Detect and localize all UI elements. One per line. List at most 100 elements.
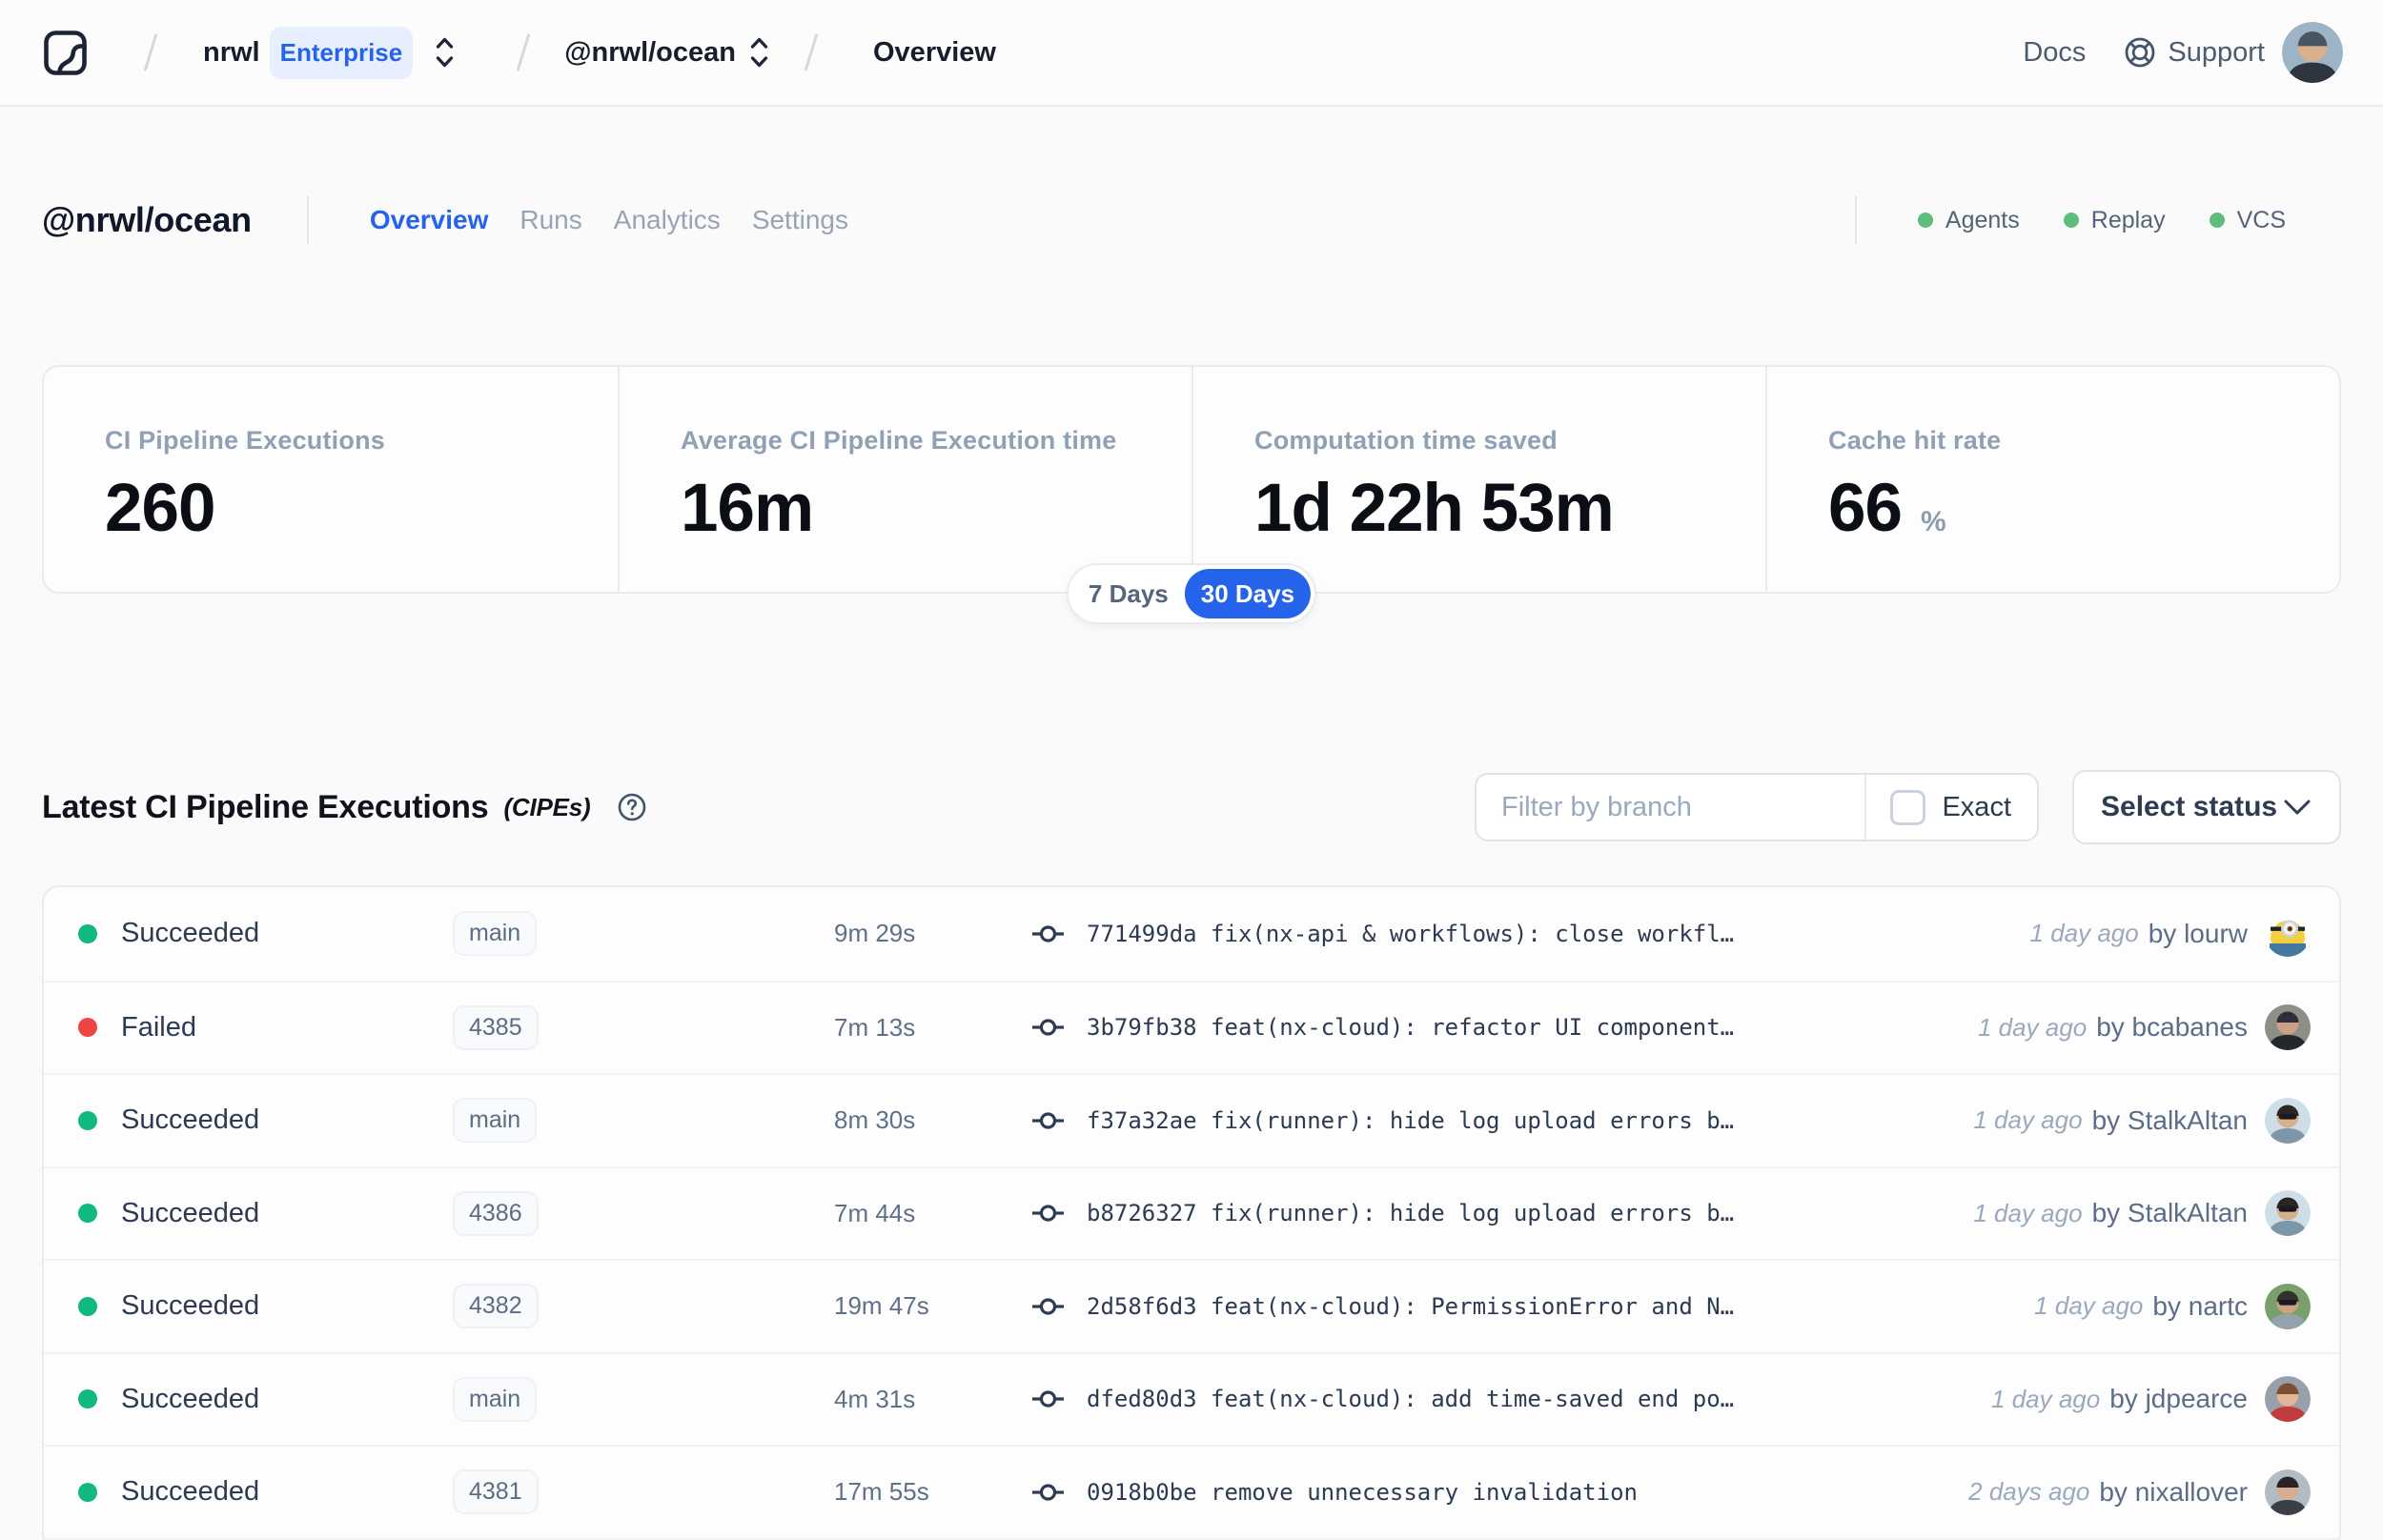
- row-meta: 1 day ago by StalkAltan: [1973, 1190, 2311, 1237]
- commit-cell: 771499da fix(nx-api & workflows): close …: [1032, 919, 2011, 949]
- service-label: Agents: [1945, 206, 2020, 233]
- lifebuoy-icon: [2124, 36, 2156, 69]
- breadcrumb-page: Overview: [873, 36, 996, 68]
- nx-cloud-logo-icon[interactable]: [44, 30, 87, 75]
- branch-filter-group: Exact: [1475, 773, 2039, 841]
- table-row[interactable]: Failed 4385 7m 13s 3b79fb38 feat(nx-clou…: [44, 980, 2339, 1074]
- commit-cell: 2d58f6d3 feat(nx-cloud): PermissionError…: [1032, 1291, 2015, 1322]
- branch-filter-input[interactable]: [1477, 775, 1865, 840]
- divider: [306, 196, 309, 244]
- status-dot-icon: [78, 1296, 97, 1316]
- org-switcher-chevrons-icon[interactable]: [433, 33, 457, 71]
- status-dot-icon: [78, 1110, 97, 1130]
- branch-cell: 4381: [453, 1469, 834, 1515]
- date-range-toggle: 7 Days 30 Days: [1066, 563, 1317, 624]
- commit-text: 771499da fix(nx-api & workflows): close …: [1087, 921, 1734, 947]
- workspace-title: @nrwl/ocean: [42, 200, 252, 239]
- breadcrumb-slash-icon: [805, 33, 818, 71]
- exact-label: Exact: [1942, 791, 2011, 822]
- commit-hash: 3b79fb38: [1087, 1014, 1197, 1042]
- author: by nartc: [2152, 1290, 2248, 1321]
- breadcrumb-slash-icon: [144, 33, 157, 71]
- commit-message: fix(nx-api & workflows): close workfl…: [1211, 920, 1735, 947]
- git-commit-icon: [1032, 1291, 1064, 1322]
- avatar: [2265, 1469, 2311, 1515]
- avatar: [2265, 1004, 2311, 1051]
- time-ago: 1 day ago: [1977, 1012, 2088, 1042]
- time-ago: 1 day ago: [1973, 1105, 2083, 1135]
- author: by StalkAltan: [2091, 1198, 2248, 1228]
- stat-suffix: %: [1920, 506, 1946, 537]
- branch-cell: 4382: [453, 1284, 834, 1329]
- stats-cards: CI Pipeline Executions 260 Average CI Pi…: [42, 365, 2341, 594]
- range-option[interactable]: 30 Days: [1184, 569, 1312, 618]
- breadcrumb-workspace[interactable]: @nrwl/ocean: [564, 36, 736, 68]
- table-row[interactable]: Succeeded 4381 17m 55s 0918b0be remove u…: [44, 1445, 2339, 1538]
- chevron-down-icon: [2282, 798, 2312, 817]
- git-commit-icon: [1032, 1384, 1064, 1414]
- service-label: Replay: [2090, 206, 2166, 233]
- status-dot-icon: [2063, 213, 2079, 228]
- service-status: VCS: [2209, 207, 2286, 234]
- table-row[interactable]: Succeeded main 4m 31s dfed80d3 feat(nx-c…: [44, 1351, 2339, 1446]
- table-row[interactable]: Succeeded main 9m 29s 771499da fix(nx-ap…: [44, 887, 2339, 981]
- avatar: [2265, 1283, 2311, 1329]
- author: by bcabanes: [2096, 1012, 2248, 1043]
- commit-hash: b8726327: [1087, 1200, 1197, 1227]
- section-title: Latest CI Pipeline Executions: [42, 788, 489, 825]
- row-status: Succeeded: [121, 1104, 260, 1136]
- table-row[interactable]: Succeeded 4382 19m 47s 2d58f6d3 feat(nx-…: [44, 1259, 2339, 1352]
- commit-text: f37a32ae fix(runner): hide log upload er…: [1087, 1107, 1734, 1134]
- tab[interactable]: Settings: [751, 205, 848, 234]
- commit-cell: f37a32ae fix(runner): hide log upload er…: [1032, 1105, 1954, 1136]
- status-select[interactable]: Select status: [2072, 770, 2341, 844]
- commit-hash: f37a32ae: [1087, 1106, 1197, 1134]
- docs-link[interactable]: Docs: [2023, 36, 2087, 68]
- service-status-list: Agents Replay VCS: [1917, 206, 2286, 234]
- tab[interactable]: Overview: [369, 205, 489, 234]
- breadcrumb: nrwl Enterprise @nrwl/ocean Overview: [44, 26, 996, 79]
- cipe-table: Succeeded main 9m 29s 771499da fix(nx-ap…: [42, 885, 2341, 1540]
- cipe-section-header: Latest CI Pipeline Executions (CIPEs) Ex…: [42, 770, 2341, 844]
- tab[interactable]: Analytics: [613, 205, 721, 234]
- breadcrumb-org[interactable]: nrwl: [203, 36, 260, 68]
- branch-cell: main: [453, 1098, 834, 1144]
- commit-message: feat(nx-cloud): PermissionError and N…: [1211, 1292, 1735, 1320]
- table-row[interactable]: Succeeded 4386 7m 44s b8726327 fix(runne…: [44, 1165, 2339, 1260]
- row-duration: 9m 29s: [834, 919, 916, 948]
- row-status: Succeeded: [121, 1476, 260, 1508]
- exact-checkbox[interactable]: [1890, 789, 1926, 825]
- stat-card: Average CI Pipeline Execution time 16m: [618, 367, 1192, 592]
- table-row[interactable]: Succeeded main 8m 30s f37a32ae fix(runne…: [44, 1073, 2339, 1166]
- commit-cell: 3b79fb38 feat(nx-cloud): refactor UI com…: [1032, 1012, 1959, 1043]
- range-option[interactable]: 7 Days: [1088, 579, 1169, 608]
- git-commit-icon: [1032, 919, 1064, 949]
- row-meta: 1 day ago by lourw: [2030, 910, 2311, 957]
- branch-badge: 4382: [453, 1284, 539, 1329]
- branch-badge: 4381: [453, 1469, 539, 1515]
- workspace-switcher-chevrons-icon[interactable]: [747, 33, 771, 71]
- commit-text: dfed80d3 feat(nx-cloud): add time-saved …: [1087, 1386, 1734, 1412]
- support-link[interactable]: Support: [2168, 36, 2265, 68]
- row-duration: 7m 13s: [834, 1012, 916, 1042]
- commit-hash: dfed80d3: [1087, 1386, 1197, 1413]
- stat-value: 16m: [681, 471, 814, 546]
- workspace-tabs: Overview Runs Analytics Settings: [370, 205, 848, 235]
- avatar: [2265, 910, 2311, 957]
- user-avatar[interactable]: [2282, 22, 2343, 83]
- commit-text: 0918b0be remove unnecessary invalidation: [1087, 1479, 1638, 1506]
- branch-badge: main: [453, 1098, 538, 1144]
- commit-hash: 0918b0be: [1087, 1478, 1197, 1506]
- branch-badge: main: [453, 911, 538, 957]
- commit-hash: 771499da: [1087, 920, 1197, 947]
- avatar: [2265, 1190, 2311, 1237]
- tab[interactable]: Runs: [519, 205, 582, 234]
- stat-card: CI Pipeline Executions 260: [44, 367, 618, 592]
- help-icon[interactable]: [618, 793, 646, 821]
- commit-message: feat(nx-cloud): add time-saved end po…: [1211, 1386, 1735, 1413]
- stat-value: 260: [105, 471, 215, 546]
- commit-cell: 0918b0be remove unnecessary invalidation: [1032, 1477, 1949, 1508]
- branch-cell: main: [453, 911, 834, 957]
- stats-section: CI Pipeline Executions 260 Average CI Pi…: [42, 365, 2341, 624]
- author: by StalkAltan: [2091, 1104, 2248, 1135]
